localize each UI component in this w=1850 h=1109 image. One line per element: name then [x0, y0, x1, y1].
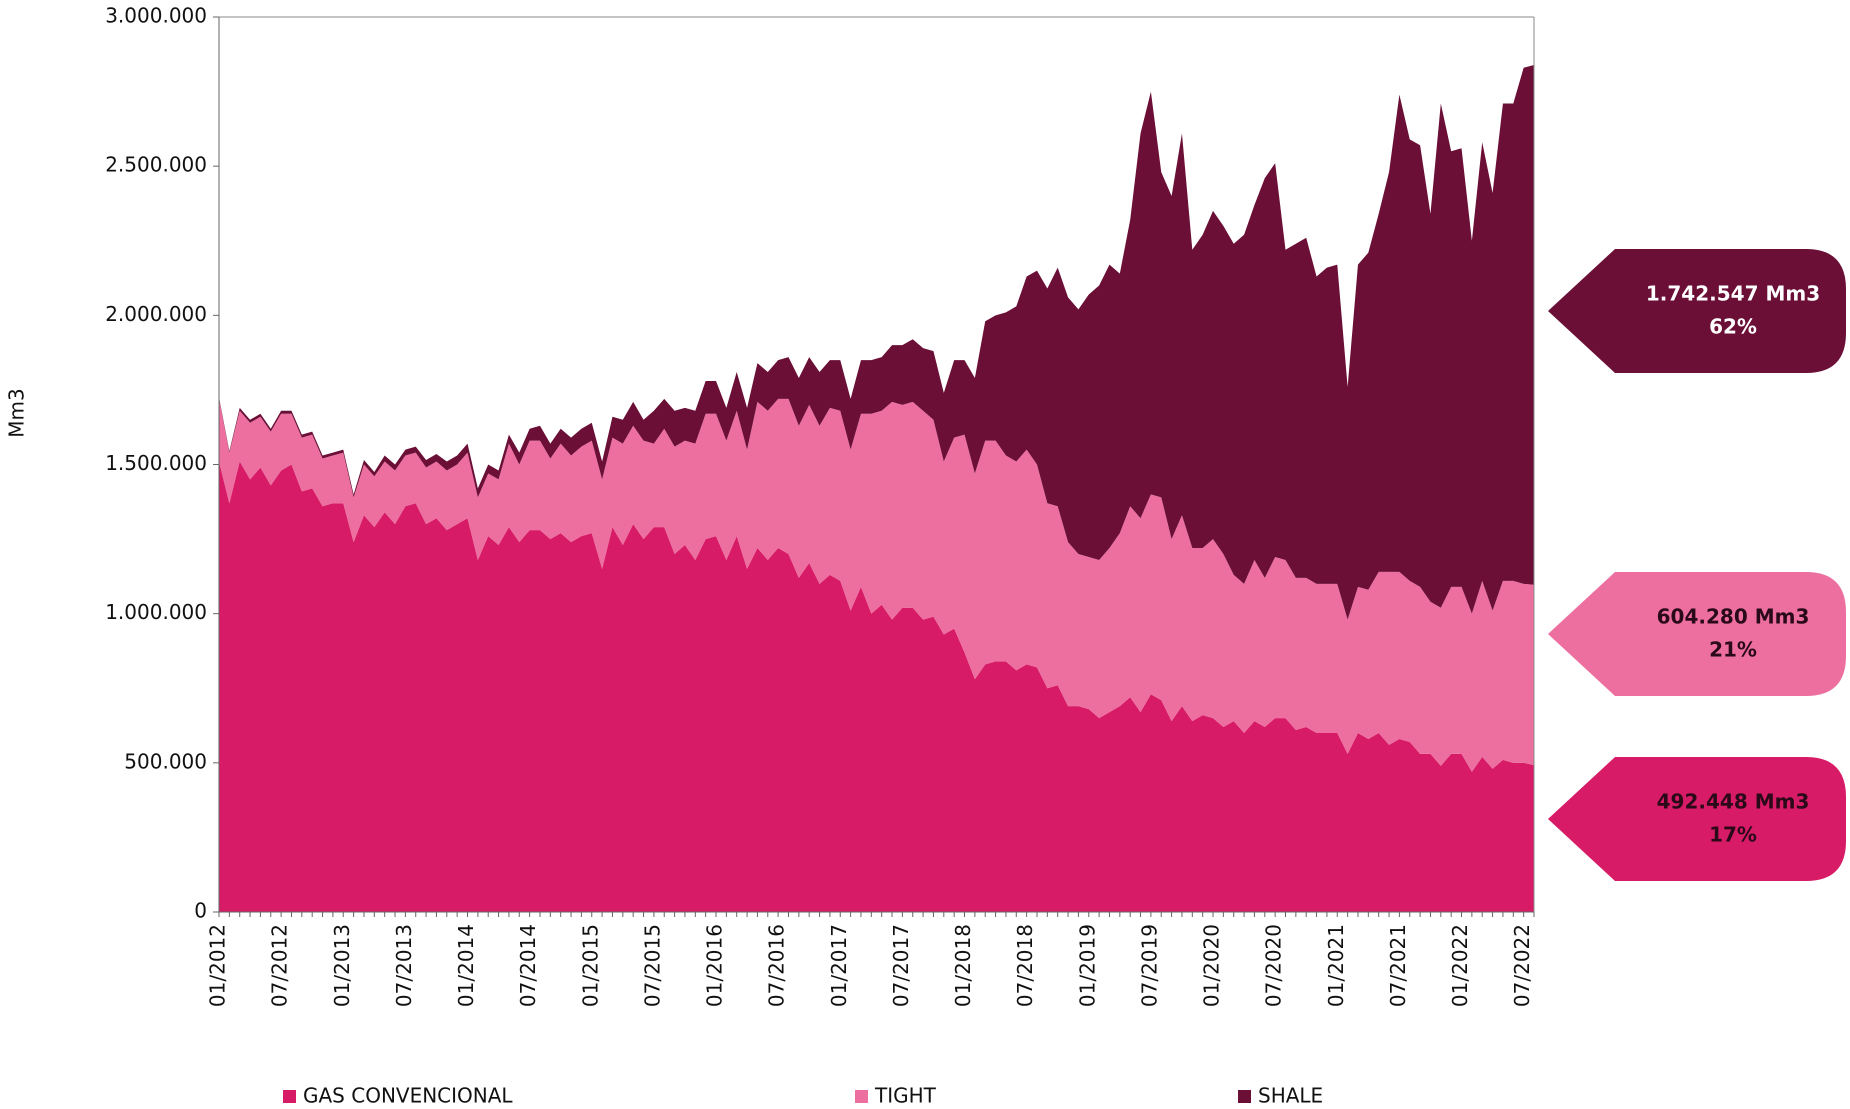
callout — [1548, 572, 1846, 696]
y-tick-label: 1.500.000 — [105, 451, 207, 475]
callout-value: 492.448 Mm3 — [1657, 790, 1810, 814]
callout-value: 1.742.547 Mm3 — [1646, 282, 1820, 306]
legend-label: SHALE — [1258, 1084, 1323, 1108]
y-tick-label: 500.000 — [124, 749, 207, 773]
x-tick-label: 01/2019 — [1075, 924, 1099, 1007]
callout-share: 17% — [1709, 823, 1757, 847]
callout-share: 21% — [1709, 638, 1757, 662]
x-tick-label: 07/2017 — [889, 924, 913, 1007]
x-tick-label: 01/2017 — [827, 924, 851, 1007]
x-tick-label: 01/2014 — [454, 924, 478, 1007]
callout-share: 62% — [1709, 315, 1757, 339]
x-tick-label: 01/2016 — [703, 924, 727, 1007]
y-tick-label: 2.500.000 — [105, 153, 207, 177]
x-tick-label: 01/2018 — [951, 924, 975, 1007]
x-tick-label: 01/2015 — [578, 924, 602, 1007]
x-tick-label: 01/2020 — [1200, 924, 1224, 1007]
y-tick-label: 1.000.000 — [105, 600, 207, 624]
x-tick-label: 01/2022 — [1448, 924, 1472, 1007]
x-tick-label: 07/2021 — [1386, 924, 1410, 1007]
area — [219, 398, 1534, 772]
legend-swatch — [855, 1090, 868, 1103]
x-tick-label: 07/2015 — [640, 924, 664, 1007]
callout — [1548, 757, 1846, 881]
legend-swatch — [1238, 1090, 1251, 1103]
x-tick-label: 07/2020 — [1262, 924, 1286, 1007]
x-tick-label: 07/2018 — [1013, 924, 1037, 1007]
x-tick-label: 07/2012 — [268, 924, 292, 1007]
callout-value: 604.280 Mm3 — [1657, 605, 1810, 629]
x-tick-label: 01/2021 — [1324, 924, 1348, 1007]
legend-label: GAS CONVENCIONAL — [303, 1084, 513, 1108]
y-tick-label: 3.000.000 — [105, 4, 207, 28]
area — [219, 461, 1534, 912]
x-tick-label: 07/2019 — [1137, 924, 1161, 1007]
legend-label: TIGHT — [874, 1084, 937, 1108]
x-tick-label: 07/2022 — [1510, 924, 1534, 1007]
y-axis-title: Mm3 — [5, 388, 29, 437]
x-tick-label: 07/2013 — [392, 924, 416, 1007]
y-tick-label: 0 — [194, 899, 207, 923]
area — [219, 64, 1534, 620]
x-tick-label: 01/2012 — [206, 924, 230, 1007]
y-tick-label: 2.000.000 — [105, 302, 207, 326]
legend-swatch — [283, 1090, 296, 1103]
x-tick-label: 07/2016 — [765, 924, 789, 1007]
callout — [1548, 249, 1846, 373]
x-tick-label: 07/2014 — [516, 924, 540, 1007]
x-tick-label: 01/2013 — [330, 924, 354, 1007]
